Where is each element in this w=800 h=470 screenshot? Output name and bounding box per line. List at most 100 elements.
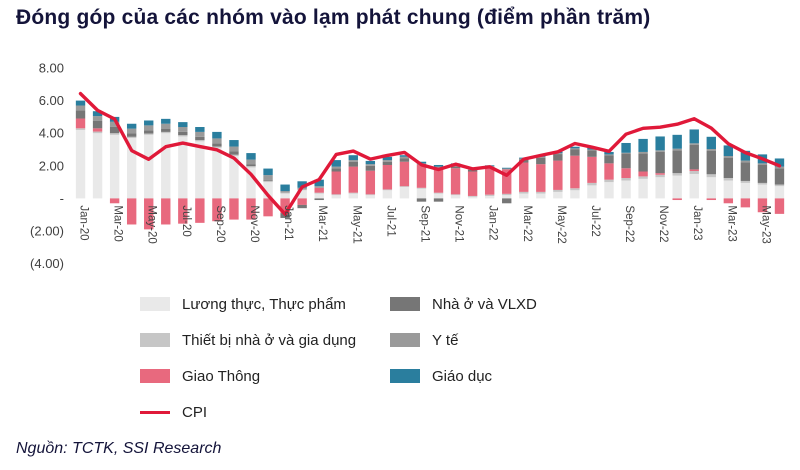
bar-segment	[604, 151, 614, 155]
bar-segment	[621, 180, 631, 199]
bar-segment	[655, 173, 665, 175]
legend-item-3: Thiết bị nhà ở và gia dụng	[140, 328, 390, 352]
bar-segment	[621, 153, 631, 169]
bar-segment	[774, 158, 785, 167]
legend-color-swatch	[140, 333, 170, 347]
legend-color-swatch	[390, 297, 420, 311]
bar-segment	[92, 128, 103, 132]
bar-segment	[314, 186, 324, 188]
legend-label: Giáo dục	[432, 367, 493, 385]
bar-segment	[365, 164, 376, 166]
bar-segment	[433, 198, 444, 202]
bar-segment	[348, 193, 358, 199]
bar-segment	[587, 185, 597, 199]
bar-segment	[246, 167, 256, 199]
bar-segment	[331, 171, 341, 195]
bar-segment	[553, 160, 563, 190]
bar-segment	[109, 121, 120, 127]
bar-segment	[604, 182, 614, 199]
bar-segment	[502, 168, 512, 170]
x-axis-tick-label: Mar-22	[521, 205, 533, 241]
legend-item-1: Lương thực, Thực phẩm	[140, 292, 390, 316]
bar-segment	[604, 154, 614, 156]
x-axis-tick-label: Jul-20	[180, 205, 192, 236]
legend-label: Y tế	[432, 331, 459, 349]
bar-segment	[331, 194, 341, 196]
bar-segment	[229, 154, 239, 157]
bar-segment	[399, 156, 410, 159]
bar-segment	[433, 166, 444, 169]
bar-segment	[246, 198, 256, 220]
bar-segment	[450, 168, 461, 195]
bar-segment	[280, 191, 290, 193]
bar-segment	[75, 118, 86, 129]
bar-segment	[195, 140, 205, 142]
bar-segment	[740, 198, 751, 208]
bar-segment	[587, 149, 597, 151]
legend-item-5: Giao Thông	[140, 364, 390, 388]
bar-segment	[75, 129, 86, 199]
bar-segment	[195, 198, 205, 223]
bar-segment	[484, 195, 495, 199]
bar-segment	[536, 164, 546, 192]
bar-segment	[212, 147, 222, 199]
bar-segment	[263, 168, 273, 176]
y-axis-tick-label: (4.00)	[30, 256, 64, 271]
legend-line-swatch	[140, 410, 170, 414]
bar-segment	[655, 151, 665, 174]
bar-segment	[416, 188, 427, 199]
bar-segment	[229, 140, 239, 147]
bar-segment	[757, 182, 768, 185]
bar-segment	[467, 171, 478, 196]
bar-segment	[280, 198, 290, 214]
bar-segment	[126, 133, 137, 137]
bar-segment	[706, 198, 716, 201]
bar-segment	[774, 168, 785, 185]
bar-segment	[161, 131, 171, 134]
chart-title: Đóng góp của các nhóm vào lạm phát chung…	[16, 6, 651, 29]
bar-segment	[178, 122, 188, 128]
bar-segment	[570, 155, 580, 189]
bar-segment	[774, 198, 785, 214]
legend: Lương thực, Thực phẩm Nhà ở và VLXD Thiết …	[140, 292, 640, 424]
bar-segment	[774, 184, 785, 187]
bar-segment	[450, 194, 461, 196]
bar-segment	[536, 193, 546, 199]
bar-segment	[621, 168, 631, 179]
bar-segment	[126, 198, 137, 225]
bar-segment	[570, 149, 580, 156]
bar-segment	[161, 118, 171, 124]
x-axis-tick-label: Mar-21	[316, 205, 328, 241]
bar-segment	[314, 187, 324, 193]
bar-segment	[75, 105, 86, 111]
x-axis-tick-label: Jan-21	[282, 205, 294, 240]
bar-segment	[536, 191, 546, 194]
bar-segment	[638, 178, 648, 199]
bar-segment	[399, 186, 410, 199]
bar-segment	[553, 189, 563, 192]
bar-segment	[348, 155, 358, 161]
bar-segment	[672, 150, 682, 174]
bar-segment	[280, 193, 290, 199]
bar-segment	[723, 178, 734, 181]
bar-segment	[621, 152, 631, 154]
bar-segment	[348, 161, 358, 167]
bar-segment	[638, 151, 648, 154]
bar-segment	[144, 125, 154, 131]
bar-segment	[229, 156, 239, 199]
x-axis-tick-label: Nov-20	[248, 205, 260, 242]
bar-segment	[212, 146, 222, 148]
bar-segment	[314, 179, 324, 187]
legend-color-swatch	[140, 297, 170, 311]
bar-segment	[553, 153, 563, 155]
bar-segment	[467, 195, 478, 197]
bar-segment	[655, 177, 665, 199]
bar-segment	[161, 198, 171, 225]
bar-segment	[689, 129, 699, 144]
bar-segment	[314, 192, 324, 194]
x-axis-tick-label: Jan-23	[691, 205, 703, 240]
bar-segment	[126, 128, 137, 134]
chart-area: 8.00 6.00 4.00 2.00 - (2.00) (4.00) Jan-20 Mar-2…	[2, 56, 798, 280]
bar-segment	[331, 195, 341, 199]
x-axis-tick-label: May-20	[146, 205, 158, 243]
